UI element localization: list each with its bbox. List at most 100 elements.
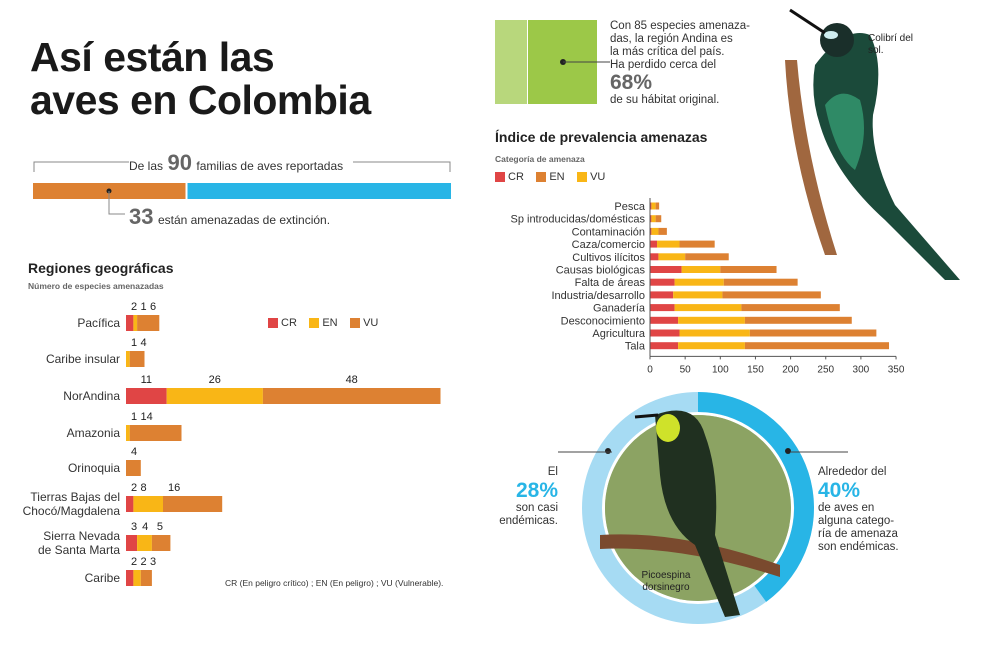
threat-bar-en-agricultura [679,329,750,337]
andina-habitat-remaining [495,20,527,104]
legend-vu-swatch [350,317,361,328]
families-threatened-text: 33 están amenazadas de extinción. [129,204,330,230]
families-threatened-count: 33 [129,204,154,229]
threat-label-ganaderia: Ganadería [593,303,646,315]
endemic-left-l1: son casi [515,502,558,514]
threat-bar-cr-industria-desarrollo [650,291,674,299]
region-bar-cr-sierra-nevada-de-santa-marta [126,535,138,551]
threats-chart-title: Índice de prevalencia amenazas [495,129,708,145]
threats-legend-en-label: EN [549,170,565,183]
region-value-en-norandina: 26 [209,374,221,386]
endemic-right-text: Alrededor del 40% de aves en alguna cate… [818,466,914,554]
threats-chart-subtitle: Categoría de amenaza [495,154,585,164]
threat-bar-vu-pesca [655,202,660,210]
threat-bar-vu-ganaderia [741,304,840,312]
region-bar-en-pacifica [133,315,138,331]
region-value-vu-orinoquia: 4 [131,446,137,458]
threat-label-industria-desarrollo: Industria/desarrollo [551,290,645,302]
threat-bar-vu-caza-comercio [679,240,715,248]
families-other-bar [187,183,451,199]
threat-bar-en-tala [678,342,745,350]
families-total-text: De las 90 familias de aves reportadas [129,150,343,176]
region-label-sierra-nevada-de-santa-marta-2: de Santa Marta [38,543,120,557]
region-value-vu-norandina: 48 [346,374,358,386]
endemic-right-pct: 40% [818,479,861,502]
region-bar-en-sierra-nevada-de-santa-marta [137,535,152,551]
hummingbird-label: Colibrí del sol. [868,33,914,56]
endemic-left-l2: endémicas. [499,515,558,527]
region-value-vu-amazonia: 14 [141,411,153,423]
threat-xtick-label-200: 200 [782,364,799,375]
andina-line-1: Con 85 especies amenaza- [610,20,750,32]
region-bar-en-caribe-insular [126,351,130,367]
threat-label-pesca: Pesca [614,201,645,213]
andina-line-3: la más crítica del país. [610,46,725,58]
endemic-ring-graphic [582,392,814,624]
families-prefix: De las [129,159,164,173]
picoespina-body [655,410,740,617]
threat-bar-vu-tala [744,342,890,350]
region-bar-cr-norandina [126,388,167,404]
region-value-vu-caribe: 3 [150,556,156,568]
region-label-sierra-nevada-de-santa-marta-1: Sierra Nevada [43,529,120,543]
region-bar-en-amazonia [126,425,130,441]
threat-bar-vu-agricultura [749,329,877,337]
page-title: Así están las aves en Colombia [30,36,371,122]
families-threatened-label: están amenazadas de extinción. [157,213,331,227]
endemic-left-pre: El [547,466,558,478]
region-bar-vu-caribe-insular [129,351,145,367]
andina-line-5: de su hábitat original. [610,94,720,106]
region-value-en-pacifica: 1 [141,301,147,313]
threat-bar-vu-causas-biologicas [720,266,777,273]
threat-bar-cr-ganaderia [650,304,675,312]
region-label-norandina: NorAndina [63,389,120,403]
region-value-cr-pacifica: 2 [131,301,137,313]
threat-label-causas-biologicas: Causas biológicas [556,265,646,277]
threat-label-agricultura: Agricultura [592,328,645,340]
region-value-cr-norandina: 11 [141,374,152,386]
hummingbird-illustration [785,8,960,280]
perch-branch [600,534,780,577]
hummingbird-beak [789,8,826,35]
threat-xtick-label-100: 100 [712,364,729,375]
region-bar-vu-amazonia [129,425,182,441]
threats-legend-en-swatch [536,171,547,182]
endemic-right-l4: son endémicas. [818,541,899,553]
endemic-right-pre: Alrededor del [818,466,887,478]
threat-bar-en-pesca [651,202,656,210]
threats-legend: CR EN VU [495,168,613,186]
families-total: 90 [167,150,192,175]
region-value-vu-tierras-bajas-del-choco-magdalena: 16 [168,482,180,494]
picoespina-throat [656,414,680,442]
threat-bar-cr-desconocimiento [650,316,679,324]
threat-bar-cr-agricultura [650,329,680,337]
region-bar-vu-caribe [140,570,152,586]
threat-bar-en-causas-biologicas [681,266,721,273]
regions-chart-subtitle: Número de especies amenazadas [28,281,164,291]
threat-xtick-label-150: 150 [747,364,764,375]
endemic-left-pct: 28% [515,479,558,502]
threat-bar-en-industria-desarrollo [673,291,723,299]
andina-pct: 68% [610,71,653,94]
threat-bar-vu-falta-de-areas [723,278,798,286]
right-callout-line [790,451,848,453]
left-callout-line [558,451,612,453]
threat-bar-cr-tala [650,342,679,350]
legend-vu-label: VU [363,316,379,329]
legend-en-swatch [309,317,320,328]
region-value-vu-caribe-insular: 4 [141,337,147,349]
region-value-cr-tierras-bajas-del-choco-magdalena: 2 [131,482,137,494]
region-label-pacifica: Pacífica [77,316,120,330]
threat-bar-cr-causas-biologicas [650,266,682,273]
hummingbird-crown [824,31,838,39]
region-value-vu-pacifica: 6 [150,301,156,313]
regions-chart-note: CR (En peligro crítico) ; EN (En peligro… [225,578,444,588]
endemic-right-l2: alguna catego- [818,515,895,527]
threat-xtick-label-50: 50 [680,364,692,375]
families-bracket [33,161,451,215]
region-bar-vu-tierras-bajas-del-choco-magdalena [163,496,223,512]
threat-bar-en-cultivos-ilicitos [658,253,686,261]
hummingbird-breast [825,93,864,170]
